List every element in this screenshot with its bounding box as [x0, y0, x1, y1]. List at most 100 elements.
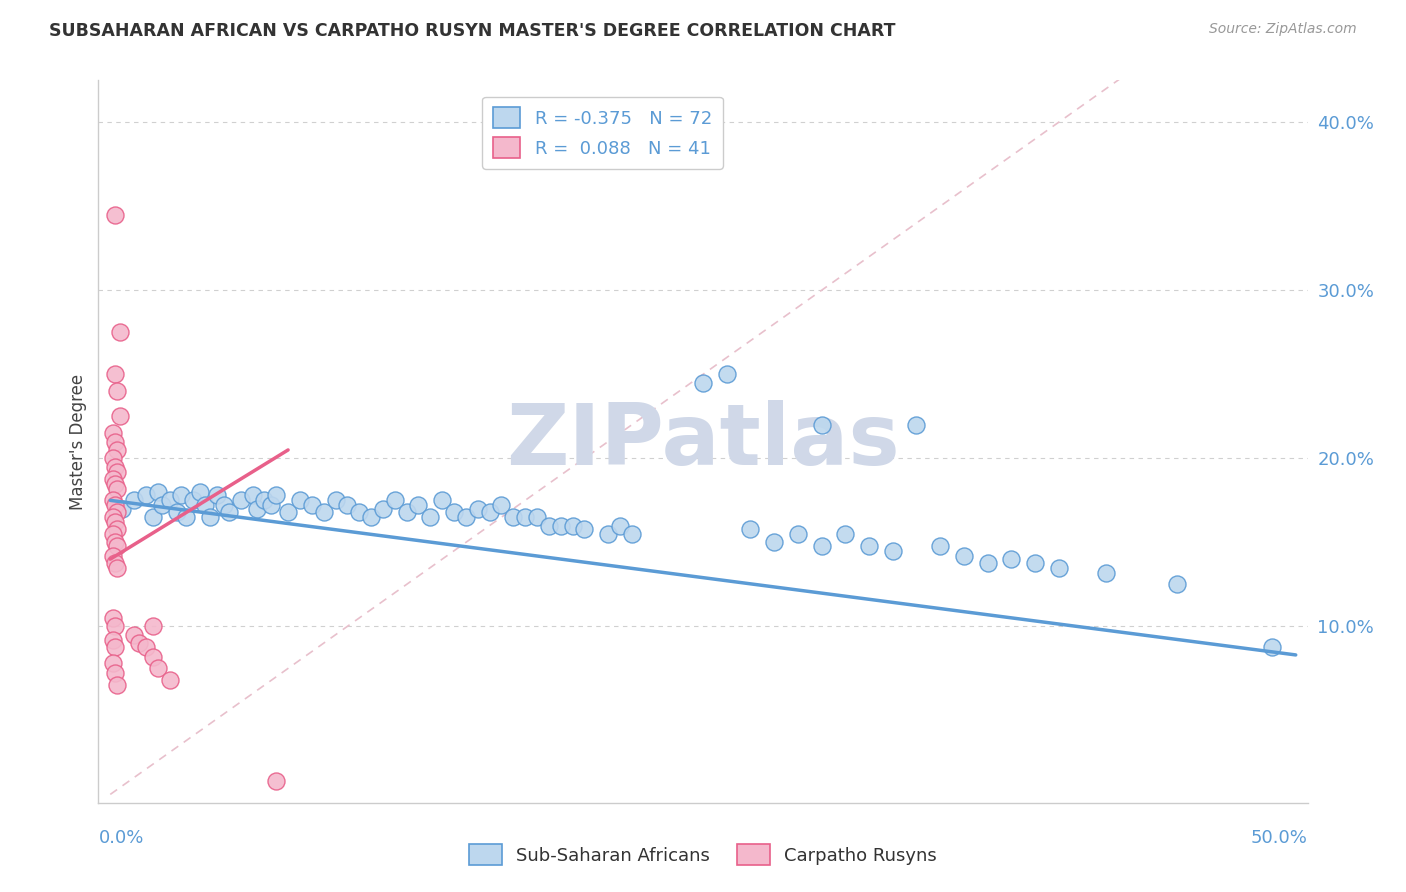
- Point: [170, 488, 193, 502]
- Point: [174, 510, 197, 524]
- Text: 50.0%: 50.0%: [1251, 829, 1308, 847]
- Point: [454, 510, 477, 524]
- Point: [740, 522, 762, 536]
- Point: [101, 471, 124, 485]
- Point: [301, 499, 323, 513]
- Point: [146, 485, 169, 500]
- Point: [491, 499, 513, 513]
- Point: [1095, 566, 1118, 580]
- Point: [104, 434, 127, 449]
- Point: [101, 426, 124, 441]
- Text: ZIPatlas: ZIPatlas: [506, 400, 900, 483]
- Point: [101, 549, 124, 563]
- Point: [104, 640, 127, 654]
- Point: [104, 368, 127, 382]
- Point: [190, 485, 212, 500]
- Point: [105, 442, 128, 457]
- Point: [105, 465, 128, 479]
- Point: [786, 527, 808, 541]
- Point: [104, 208, 127, 222]
- Point: [142, 510, 165, 524]
- Legend: R = -0.375   N = 72, R =  0.088   N = 41: R = -0.375 N = 72, R = 0.088 N = 41: [482, 96, 723, 169]
- Point: [264, 774, 287, 789]
- Point: [198, 510, 221, 524]
- Point: [716, 368, 738, 382]
- Point: [104, 619, 127, 633]
- Point: [253, 493, 276, 508]
- Point: [101, 510, 124, 524]
- Text: 0.0%: 0.0%: [98, 829, 143, 847]
- Point: [104, 515, 127, 529]
- Point: [212, 499, 235, 513]
- Point: [122, 493, 145, 508]
- Point: [526, 510, 548, 524]
- Point: [692, 376, 714, 390]
- Point: [105, 678, 128, 692]
- Point: [105, 522, 128, 536]
- Point: [1024, 556, 1046, 570]
- Point: [166, 505, 188, 519]
- Point: [104, 476, 127, 491]
- Legend: Sub-Saharan Africans, Carpatho Rusyns: Sub-Saharan Africans, Carpatho Rusyns: [463, 837, 943, 872]
- Point: [515, 510, 537, 524]
- Point: [1166, 577, 1188, 591]
- Point: [929, 539, 952, 553]
- Point: [135, 640, 157, 654]
- Point: [101, 451, 124, 466]
- Point: [105, 384, 128, 398]
- Point: [312, 505, 335, 519]
- Point: [952, 549, 974, 563]
- Point: [108, 409, 131, 424]
- Point: [882, 543, 904, 558]
- Point: [181, 493, 204, 508]
- Point: [502, 510, 524, 524]
- Point: [205, 488, 228, 502]
- Point: [104, 459, 127, 474]
- Point: [105, 539, 128, 553]
- Point: [242, 488, 264, 502]
- Point: [609, 518, 631, 533]
- Point: [104, 556, 127, 570]
- Point: [810, 539, 832, 553]
- Point: [347, 505, 370, 519]
- Point: [537, 518, 560, 533]
- Point: [408, 499, 430, 513]
- Point: [574, 522, 596, 536]
- Point: [135, 488, 157, 502]
- Point: [101, 527, 124, 541]
- Point: [159, 493, 181, 508]
- Text: Source: ZipAtlas.com: Source: ZipAtlas.com: [1209, 22, 1357, 37]
- Point: [142, 619, 165, 633]
- Point: [108, 326, 131, 340]
- Point: [142, 649, 165, 664]
- Point: [104, 535, 127, 549]
- Point: [105, 560, 128, 574]
- Point: [467, 501, 489, 516]
- Point: [620, 527, 643, 541]
- Point: [360, 510, 382, 524]
- Point: [159, 673, 181, 687]
- Point: [550, 518, 572, 533]
- Point: [834, 527, 856, 541]
- Point: [105, 505, 128, 519]
- Point: [152, 499, 174, 513]
- Point: [218, 505, 240, 519]
- Point: [146, 661, 169, 675]
- Point: [336, 499, 359, 513]
- Point: [858, 539, 880, 553]
- Point: [101, 611, 124, 625]
- Point: [384, 493, 406, 508]
- Point: [325, 493, 347, 508]
- Point: [561, 518, 583, 533]
- Point: [432, 493, 454, 508]
- Y-axis label: Master's Degree: Master's Degree: [69, 374, 87, 509]
- Point: [976, 556, 998, 570]
- Point: [395, 505, 418, 519]
- Text: SUBSAHARAN AFRICAN VS CARPATHO RUSYN MASTER'S DEGREE CORRELATION CHART: SUBSAHARAN AFRICAN VS CARPATHO RUSYN MAS…: [49, 22, 896, 40]
- Point: [443, 505, 465, 519]
- Point: [478, 505, 501, 519]
- Point: [101, 632, 124, 647]
- Point: [101, 657, 124, 671]
- Point: [260, 499, 283, 513]
- Point: [371, 501, 394, 516]
